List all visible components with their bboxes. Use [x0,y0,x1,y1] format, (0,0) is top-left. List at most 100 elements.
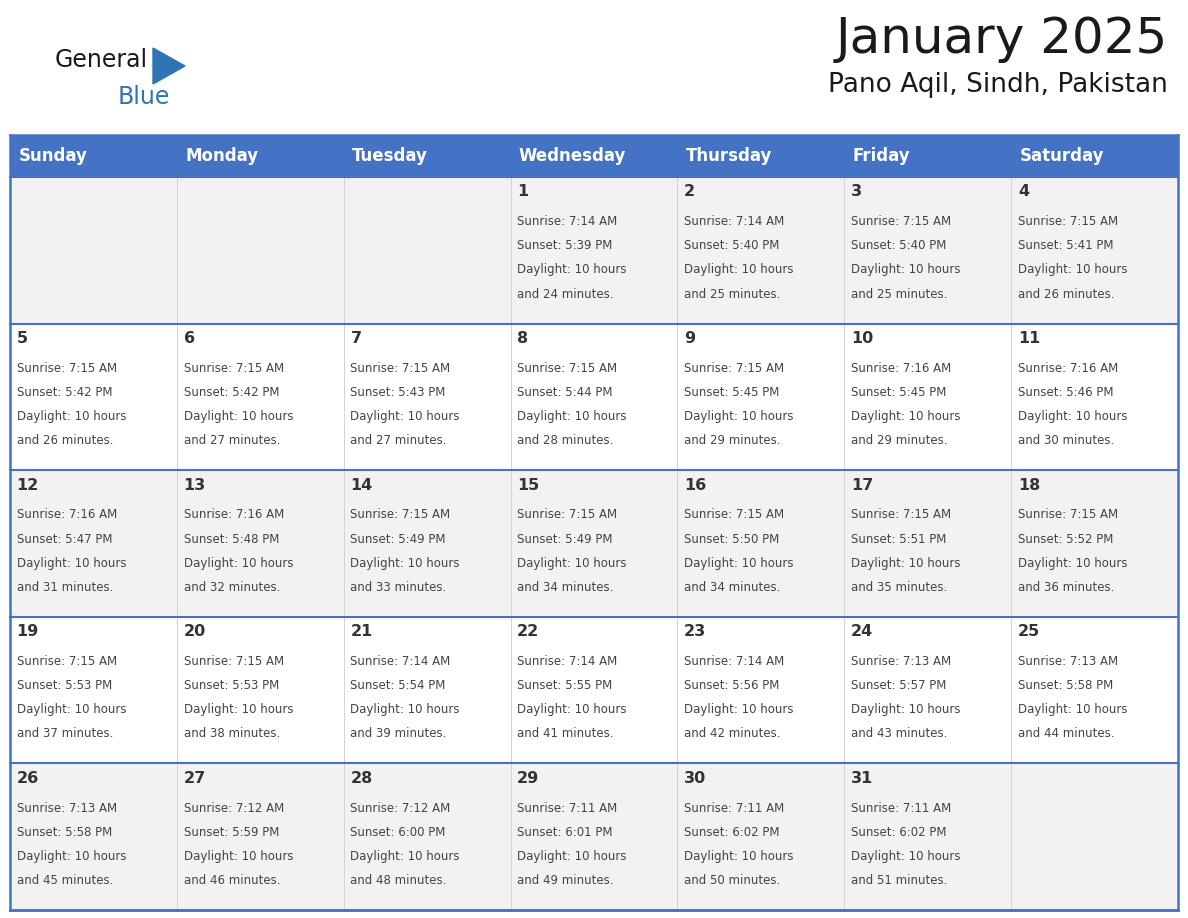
Text: Sunrise: 7:15 AM: Sunrise: 7:15 AM [684,362,784,375]
Text: Sunrise: 7:14 AM: Sunrise: 7:14 AM [684,655,784,668]
Text: 17: 17 [851,477,873,493]
Text: Blue: Blue [118,85,170,109]
Text: Daylight: 10 hours: Daylight: 10 hours [183,410,293,423]
Text: and 50 minutes.: and 50 minutes. [684,874,781,887]
Text: Sunrise: 7:15 AM: Sunrise: 7:15 AM [17,362,116,375]
Text: Sunset: 5:48 PM: Sunset: 5:48 PM [183,532,279,545]
Text: Daylight: 10 hours: Daylight: 10 hours [1018,703,1127,716]
Bar [343,764,511,910]
Text: Daylight: 10 hours: Daylight: 10 hours [851,703,960,716]
Text: Sunrise: 7:15 AM: Sunrise: 7:15 AM [684,509,784,521]
Bar [10,617,177,764]
Text: Sunset: 5:43 PM: Sunset: 5:43 PM [350,386,446,399]
Text: 30: 30 [684,771,707,786]
Bar [511,324,677,470]
Text: Sunset: 5:47 PM: Sunset: 5:47 PM [17,532,112,545]
Text: Sunrise: 7:16 AM: Sunrise: 7:16 AM [1018,362,1118,375]
Bar [677,177,845,324]
Bar [845,135,1011,177]
Text: Monday: Monday [185,147,258,165]
Text: Daylight: 10 hours: Daylight: 10 hours [517,556,627,570]
Text: and 42 minutes.: and 42 minutes. [684,727,781,741]
Text: Sunset: 5:57 PM: Sunset: 5:57 PM [851,679,947,692]
Text: 20: 20 [183,624,206,639]
Bar [177,324,343,470]
Bar [177,764,343,910]
Text: Daylight: 10 hours: Daylight: 10 hours [851,263,960,276]
Bar [845,764,1011,910]
Text: Daylight: 10 hours: Daylight: 10 hours [17,410,126,423]
Text: Daylight: 10 hours: Daylight: 10 hours [684,410,794,423]
Text: and 38 minutes.: and 38 minutes. [183,727,280,741]
Text: Daylight: 10 hours: Daylight: 10 hours [684,703,794,716]
Bar [845,617,1011,764]
Text: 29: 29 [517,771,539,786]
Text: 23: 23 [684,624,707,639]
Text: Sunrise: 7:15 AM: Sunrise: 7:15 AM [350,362,450,375]
Text: Daylight: 10 hours: Daylight: 10 hours [684,850,794,863]
Text: 26: 26 [17,771,39,786]
Text: 11: 11 [1018,330,1040,346]
Text: and 34 minutes.: and 34 minutes. [517,581,614,594]
Text: Sunset: 5:40 PM: Sunset: 5:40 PM [851,240,947,252]
Text: Sunset: 5:58 PM: Sunset: 5:58 PM [1018,679,1113,692]
Bar [10,177,177,324]
Text: Pano Aqil, Sindh, Pakistan: Pano Aqil, Sindh, Pakistan [828,72,1168,98]
Text: Sunrise: 7:15 AM: Sunrise: 7:15 AM [851,215,952,228]
Text: Sunset: 5:46 PM: Sunset: 5:46 PM [1018,386,1113,399]
Bar [10,135,177,177]
Bar [845,177,1011,324]
Text: and 25 minutes.: and 25 minutes. [851,287,947,301]
Text: January 2025: January 2025 [835,15,1168,63]
Text: Sunset: 5:55 PM: Sunset: 5:55 PM [517,679,613,692]
Text: Thursday: Thursday [685,147,772,165]
Text: and 39 minutes.: and 39 minutes. [350,727,447,741]
Text: Daylight: 10 hours: Daylight: 10 hours [517,263,627,276]
Text: 14: 14 [350,477,373,493]
Text: Sunrise: 7:13 AM: Sunrise: 7:13 AM [851,655,952,668]
Text: Sunrise: 7:14 AM: Sunrise: 7:14 AM [517,215,618,228]
Text: Sunset: 5:50 PM: Sunset: 5:50 PM [684,532,779,545]
Text: Sunrise: 7:16 AM: Sunrise: 7:16 AM [17,509,116,521]
Bar [1011,135,1178,177]
Bar [10,470,177,617]
Bar [1011,324,1178,470]
Text: Sunset: 5:42 PM: Sunset: 5:42 PM [183,386,279,399]
Text: and 36 minutes.: and 36 minutes. [1018,581,1114,594]
Text: Daylight: 10 hours: Daylight: 10 hours [684,556,794,570]
Text: Sunset: 5:49 PM: Sunset: 5:49 PM [350,532,446,545]
Bar [1011,617,1178,764]
Text: 22: 22 [517,624,539,639]
Text: Daylight: 10 hours: Daylight: 10 hours [851,410,960,423]
Bar [677,324,845,470]
Text: Sunset: 5:39 PM: Sunset: 5:39 PM [517,240,613,252]
Bar [845,470,1011,617]
Text: Sunset: 5:56 PM: Sunset: 5:56 PM [684,679,779,692]
Text: and 51 minutes.: and 51 minutes. [851,874,947,887]
Text: Daylight: 10 hours: Daylight: 10 hours [684,263,794,276]
Text: and 49 minutes.: and 49 minutes. [517,874,614,887]
Text: General: General [55,48,148,72]
Text: Daylight: 10 hours: Daylight: 10 hours [851,556,960,570]
Text: and 48 minutes.: and 48 minutes. [350,874,447,887]
Text: 8: 8 [517,330,529,346]
Text: Daylight: 10 hours: Daylight: 10 hours [350,556,460,570]
Text: Sunrise: 7:15 AM: Sunrise: 7:15 AM [350,509,450,521]
Bar [177,135,343,177]
Text: Sunrise: 7:14 AM: Sunrise: 7:14 AM [684,215,784,228]
Text: and 35 minutes.: and 35 minutes. [851,581,947,594]
Text: Sunrise: 7:14 AM: Sunrise: 7:14 AM [350,655,450,668]
Text: and 27 minutes.: and 27 minutes. [183,434,280,447]
Text: Sunrise: 7:15 AM: Sunrise: 7:15 AM [851,509,952,521]
Text: Sunset: 5:40 PM: Sunset: 5:40 PM [684,240,779,252]
Text: Sunrise: 7:16 AM: Sunrise: 7:16 AM [851,362,952,375]
Text: 6: 6 [183,330,195,346]
Text: Sunset: 5:45 PM: Sunset: 5:45 PM [851,386,947,399]
Bar [343,135,511,177]
Text: Daylight: 10 hours: Daylight: 10 hours [17,850,126,863]
Text: and 29 minutes.: and 29 minutes. [851,434,948,447]
Text: 15: 15 [517,477,539,493]
Text: and 31 minutes.: and 31 minutes. [17,581,113,594]
Text: 1: 1 [517,185,529,199]
Bar [1011,177,1178,324]
